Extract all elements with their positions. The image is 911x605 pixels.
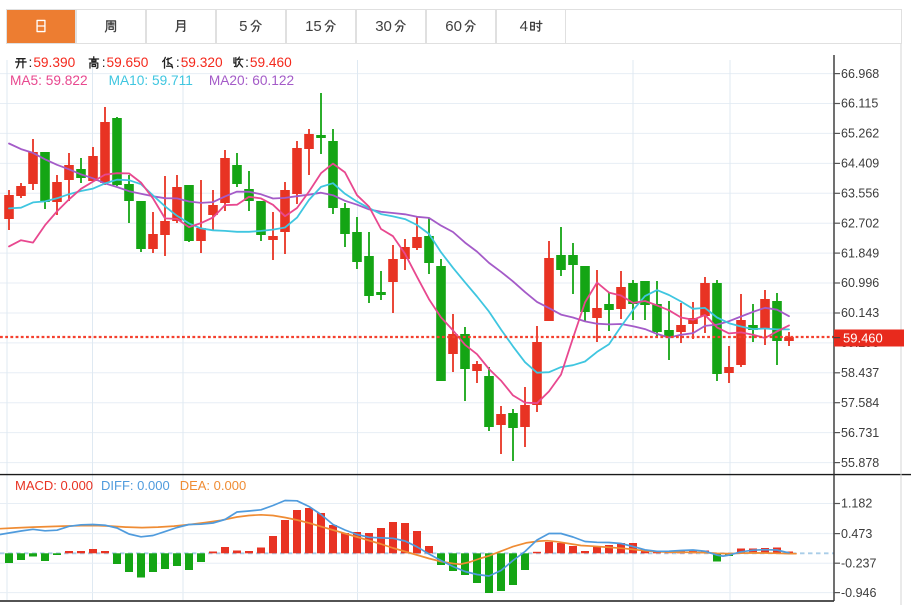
svg-text:64.409: 64.409: [841, 157, 879, 171]
svg-text:55.878: 55.878: [841, 456, 879, 470]
svg-text:66.968: 66.968: [841, 67, 879, 81]
svg-text:58.437: 58.437: [841, 366, 879, 380]
svg-text:59.460: 59.460: [843, 330, 883, 345]
svg-text:1.182: 1.182: [841, 497, 872, 511]
svg-text:65.262: 65.262: [841, 127, 879, 141]
svg-text:0.473: 0.473: [841, 527, 872, 541]
svg-text:57.584: 57.584: [841, 396, 879, 410]
svg-text:61.849: 61.849: [841, 246, 879, 260]
svg-text:56.731: 56.731: [841, 426, 879, 440]
svg-text:63.556: 63.556: [841, 187, 879, 201]
svg-text:60.143: 60.143: [841, 306, 879, 320]
svg-text:60.996: 60.996: [841, 276, 879, 290]
svg-text:-0.946: -0.946: [841, 586, 876, 600]
svg-text:-0.237: -0.237: [841, 556, 876, 570]
svg-text:62.702: 62.702: [841, 216, 879, 230]
svg-text:66.115: 66.115: [841, 97, 878, 111]
